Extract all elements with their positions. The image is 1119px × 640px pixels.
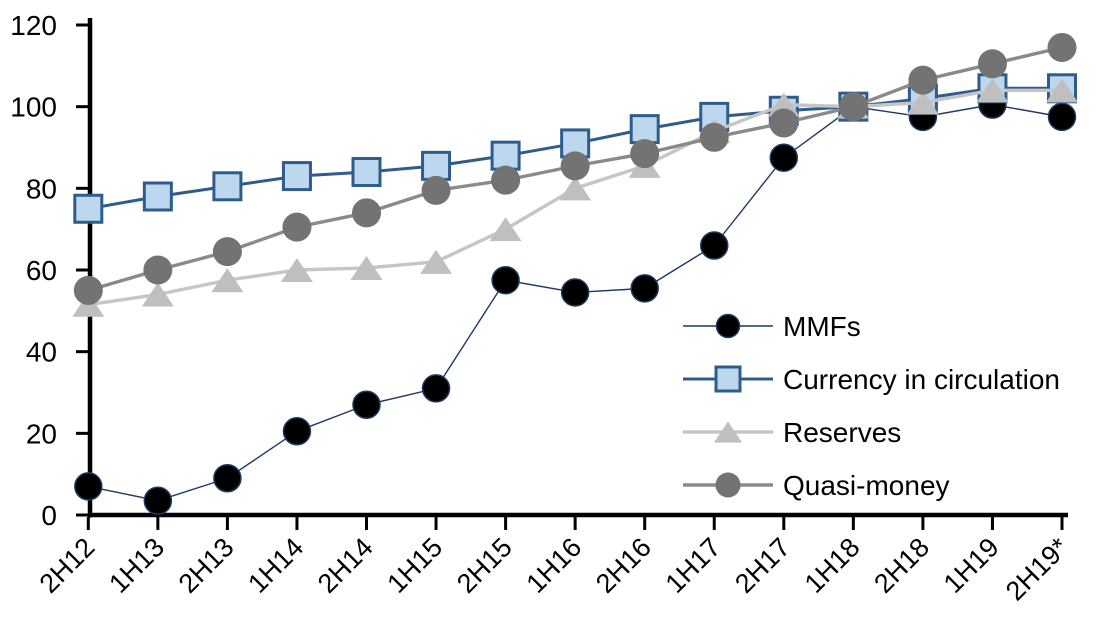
- data-point-marker: [559, 176, 592, 201]
- legend-marker: [715, 313, 741, 339]
- x-tick-label: 2H15: [451, 532, 518, 599]
- data-point-marker: [491, 265, 520, 295]
- legend-label: MMFs: [783, 311, 861, 342]
- data-point-marker: [420, 249, 453, 274]
- data-point-marker: [143, 255, 173, 285]
- data-point-marker: [700, 231, 729, 260]
- data-point-marker: [280, 258, 313, 282]
- data-point-marker: [838, 92, 868, 122]
- x-tick-label: 1H13: [103, 532, 170, 599]
- x-tick-label: 1H14: [242, 532, 309, 599]
- x-tick-label: 1H17: [660, 532, 727, 599]
- data-point-marker: [421, 374, 451, 403]
- data-point-marker: [141, 282, 174, 307]
- data-point-marker: [769, 108, 799, 138]
- y-tick-label: 80: [26, 173, 57, 204]
- data-point-marker: [282, 212, 312, 242]
- y-tick-label: 20: [26, 418, 57, 449]
- data-point-marker: [908, 65, 938, 95]
- data-point-marker: [1047, 102, 1077, 132]
- x-tick-label: 2H13: [173, 532, 240, 599]
- data-point-marker: [560, 278, 590, 307]
- data-point-marker: [73, 275, 103, 305]
- data-point-marker: [421, 175, 451, 205]
- legend-item-reserves: Reserves: [683, 417, 901, 448]
- data-point-marker: [282, 417, 312, 446]
- legend-item-mmfs: MMFs: [683, 311, 861, 342]
- legend-label: Currency in circulation: [783, 364, 1060, 395]
- x-tick-label: 2H18: [868, 532, 935, 599]
- legend-item-currency-in-circulation: Currency in circulation: [683, 364, 1060, 395]
- x-tick-label: 2H16: [590, 532, 657, 599]
- data-point-marker: [74, 472, 103, 501]
- y-tick-label: 120: [10, 10, 57, 41]
- data-point-marker: [699, 122, 729, 152]
- x-tick-label: 1H16: [521, 532, 588, 599]
- data-point-marker: [351, 157, 382, 187]
- legend-marker: [715, 472, 741, 498]
- legend: MMFs Currency in circulation Reserves Quasi…: [683, 311, 1060, 501]
- legend-label: Reserves: [783, 417, 901, 448]
- data-point-marker: [142, 181, 173, 212]
- legend-item-quasi-money: Quasi-money: [683, 470, 950, 501]
- data-point-marker: [489, 217, 522, 242]
- data-point-marker: [767, 92, 800, 117]
- data-point-marker: [491, 165, 521, 195]
- series-mmfs: [74, 90, 1077, 515]
- series-quasi-money: [73, 32, 1077, 305]
- data-point-marker: [350, 255, 383, 280]
- data-point-marker: [352, 198, 381, 228]
- data-point-marker: [421, 150, 452, 181]
- x-tick-label: 1H15: [381, 532, 448, 599]
- data-point-marker: [769, 143, 799, 172]
- data-point-marker: [281, 161, 312, 192]
- data-point-marker: [352, 390, 381, 419]
- legend-marker: [714, 421, 742, 443]
- x-tick-label: 1H18: [799, 532, 866, 599]
- x-tick-label: 2H12: [34, 532, 101, 599]
- y-tick-label: 60: [26, 255, 57, 286]
- y-tick-label: 0: [41, 500, 57, 531]
- data-point-marker: [630, 274, 659, 303]
- y-tick-label: 100: [10, 92, 57, 123]
- y-tick-label: 40: [26, 337, 57, 368]
- data-point-marker: [1047, 32, 1077, 62]
- data-point-marker: [906, 90, 939, 115]
- legend-marker: [714, 365, 742, 393]
- x-tick-label: 2H14: [312, 532, 379, 599]
- x-tick-label: 1H19: [938, 532, 1005, 599]
- data-point-marker: [73, 193, 104, 224]
- x-tick-label: 2H17: [729, 532, 796, 599]
- data-point-marker: [212, 237, 242, 267]
- data-point-marker: [212, 171, 243, 202]
- data-point-marker: [490, 140, 521, 171]
- data-point-marker: [1046, 78, 1078, 103]
- data-point-marker: [211, 268, 244, 293]
- data-point-marker: [143, 486, 173, 515]
- legend-label: Quasi-money: [783, 470, 950, 501]
- x-tick-label: 2H19*: [1000, 532, 1075, 607]
- data-point-marker: [560, 151, 590, 181]
- data-point-marker: [630, 139, 660, 169]
- data-point-marker: [629, 114, 660, 145]
- data-point-marker: [213, 464, 242, 493]
- data-point-marker: [976, 78, 1009, 103]
- data-point-marker: [977, 49, 1007, 79]
